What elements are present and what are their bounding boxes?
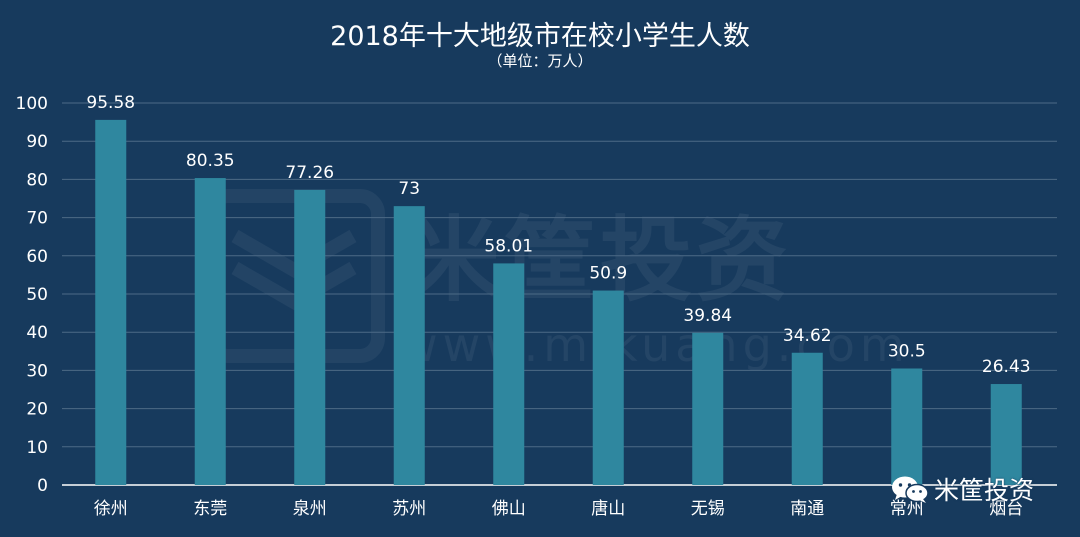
value-label: 80.35	[186, 151, 235, 171]
x-tick-label: 东莞	[193, 499, 227, 519]
x-axis-ticks: 徐州 东莞 泉州 苏州 佛山 唐山 无锡 南通 常州 烟台	[94, 498, 1024, 519]
value-label: 50.9	[589, 264, 627, 284]
x-tick-label: 烟台	[989, 499, 1023, 519]
value-label: 34.62	[783, 326, 832, 346]
x-tick-label: 无锡	[691, 499, 725, 519]
y-tick-label: 50	[26, 285, 48, 305]
value-labels: 95.58 80.35 77.26 73 58.01 50.9 39.84 34.62 30.5…	[86, 93, 1030, 377]
grid-lines	[62, 102, 1057, 486]
bar	[393, 206, 425, 485]
bar	[294, 189, 326, 485]
y-tick-label: 30	[26, 361, 48, 381]
bar	[592, 290, 624, 485]
y-tick-label: 70	[26, 209, 48, 229]
x-tick-label: 苏州	[392, 499, 426, 519]
y-tick-label: 0	[37, 476, 48, 496]
x-tick-label: 唐山	[591, 498, 625, 519]
brand-name: 米筐投资	[934, 476, 1035, 505]
bar	[194, 178, 226, 486]
x-tick-label: 常州	[890, 499, 924, 519]
brand-badge: 米筐投资	[890, 471, 1034, 507]
x-tick-label: 泉州	[293, 499, 327, 519]
y-axis-ticks: 0 10 20 30 40 50 60 70 80 90 100	[16, 94, 48, 496]
chart-subtitle: （单位：万人）	[487, 52, 593, 70]
x-tick-label: 南通	[790, 499, 824, 519]
y-tick-label: 90	[26, 132, 48, 152]
y-tick-label: 20	[26, 400, 48, 420]
y-tick-label: 80	[26, 170, 48, 190]
bar	[493, 263, 525, 485]
y-tick-label: 60	[26, 247, 48, 267]
bar	[891, 368, 923, 485]
chart-title: 2018年十大地级市在校小学生人数	[330, 21, 750, 52]
x-tick-label: 徐州	[94, 499, 128, 519]
value-label: 39.84	[683, 306, 732, 326]
value-label: 77.26	[285, 163, 334, 183]
value-label: 58.01	[484, 236, 533, 256]
bar	[95, 119, 127, 485]
y-tick-label: 10	[26, 438, 48, 458]
value-label: 30.5	[888, 341, 926, 361]
x-tick-label: 佛山	[492, 499, 526, 519]
bar	[692, 332, 724, 485]
y-tick-label: 40	[26, 323, 48, 343]
bars	[95, 119, 1022, 486]
wechat-icon	[892, 476, 929, 503]
bar	[791, 352, 823, 485]
value-label: 73	[398, 179, 420, 199]
value-label: 95.58	[86, 93, 135, 113]
value-label: 26.43	[982, 357, 1031, 377]
bar	[990, 384, 1022, 485]
y-tick-label: 100	[16, 94, 48, 114]
